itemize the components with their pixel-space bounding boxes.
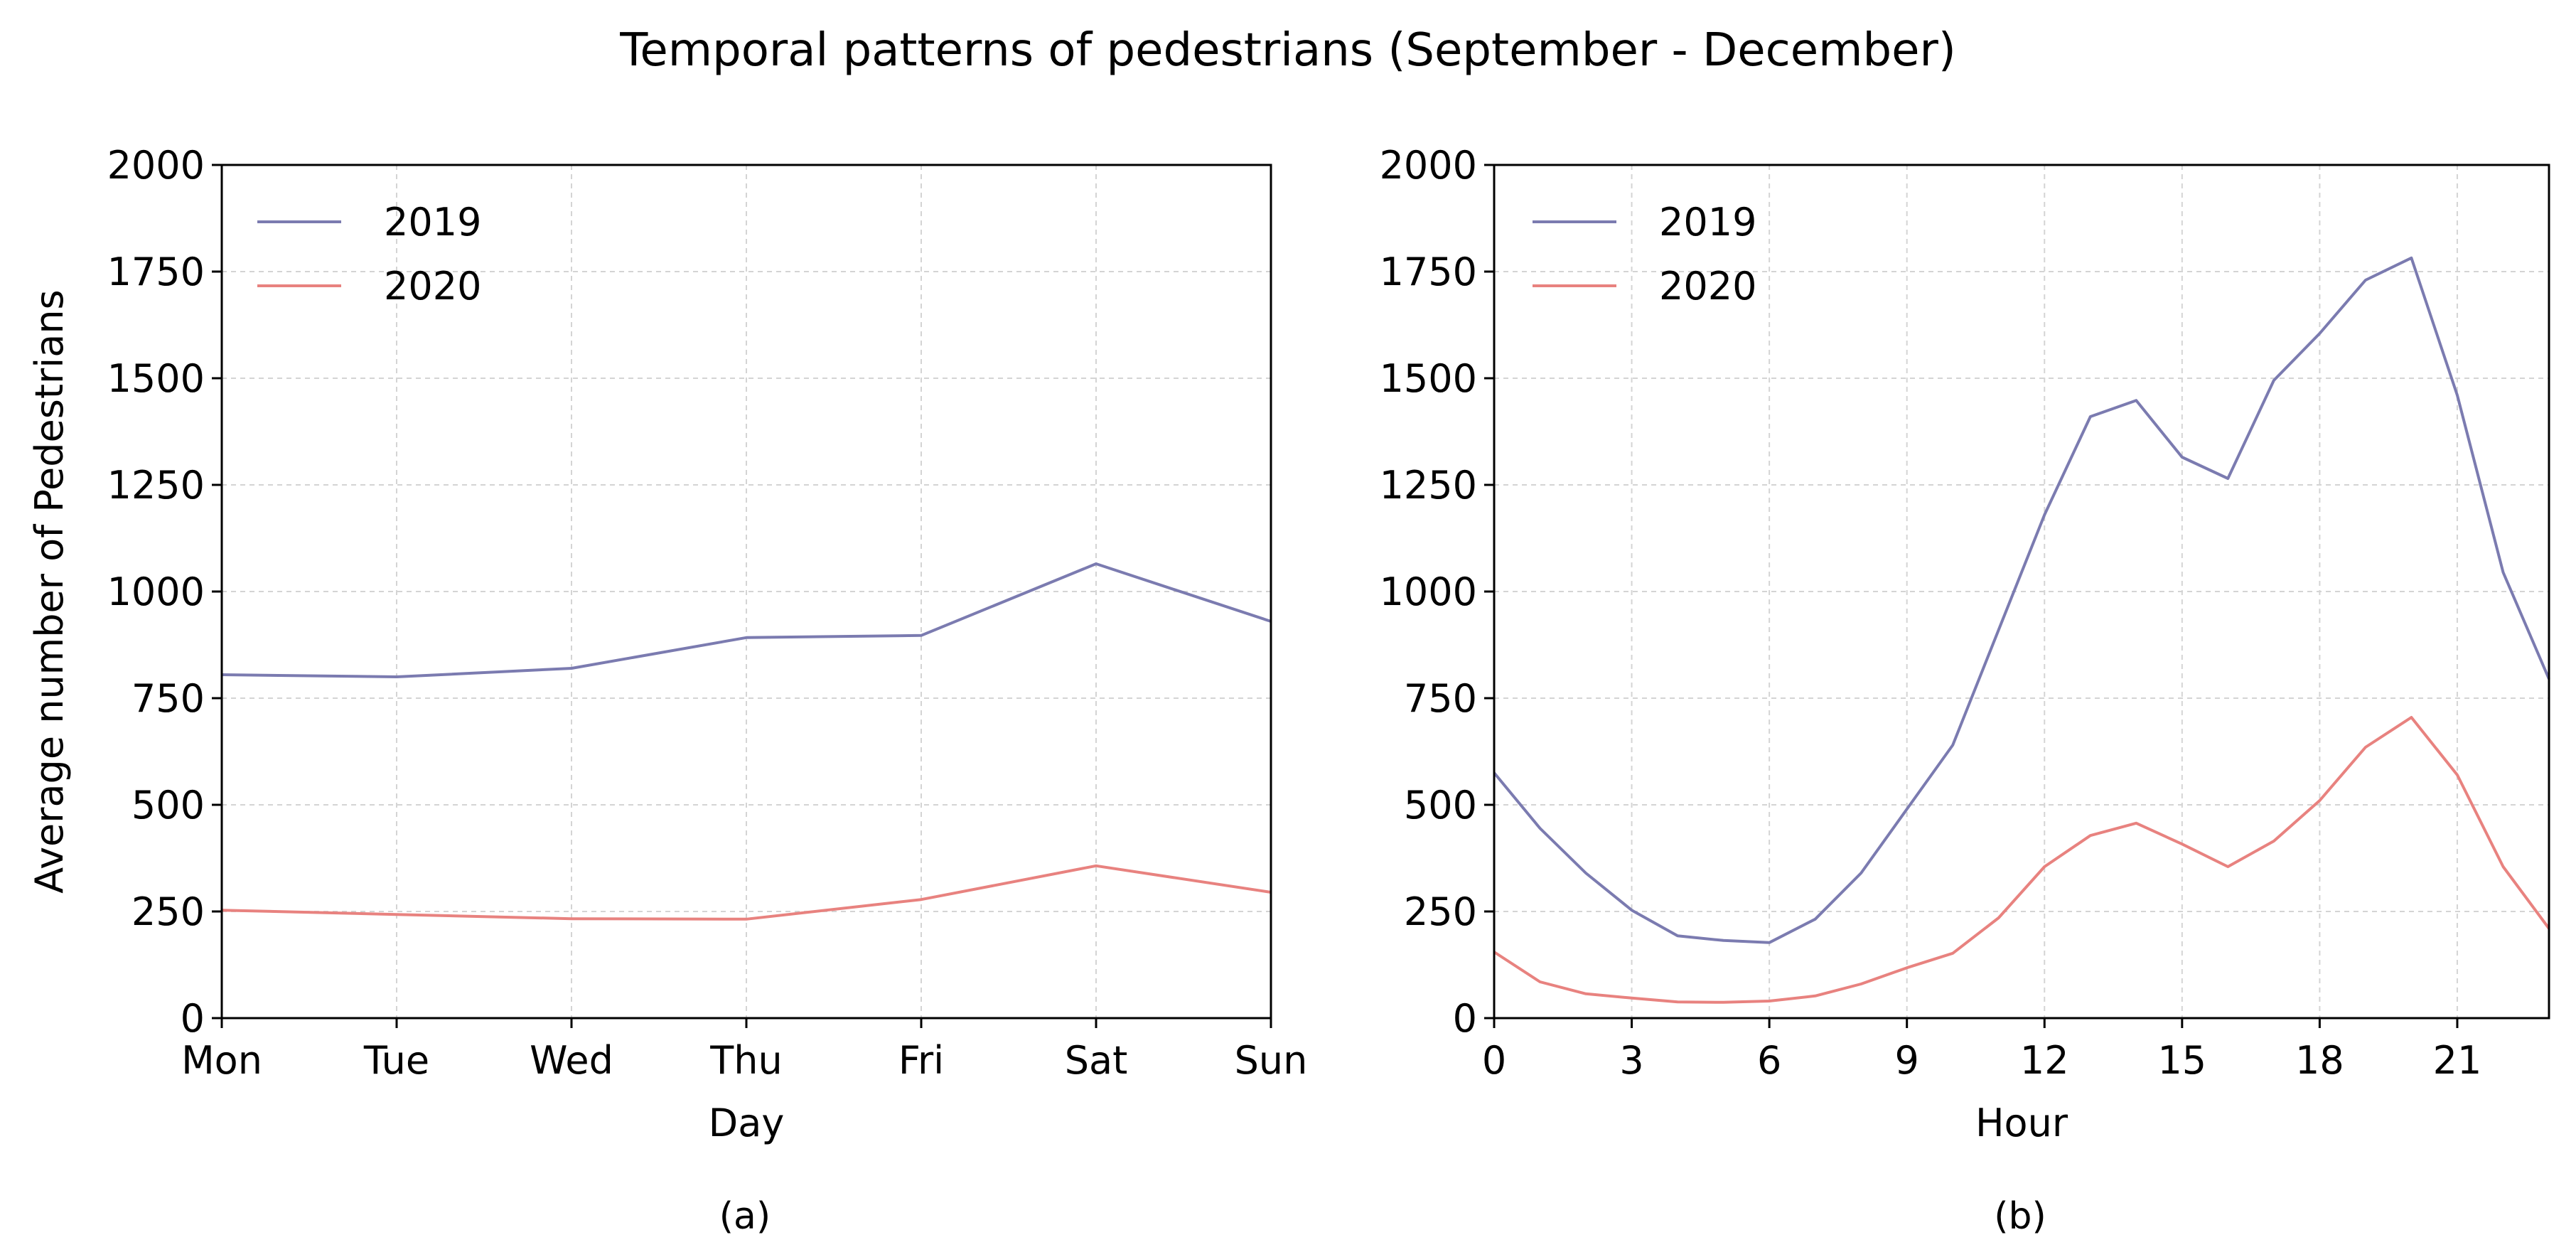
panel-a-legend: 2019 2020 <box>257 200 481 309</box>
panel-b-ytick-label-1750: 1750 <box>1380 250 1477 294</box>
panel-a-x-axis-label: Day <box>709 1101 785 1145</box>
panel-a-ytick-label-2000: 2000 <box>107 143 205 188</box>
panel-b-xtick-label-12: 12 <box>2020 1038 2069 1083</box>
panel-b-ytick-label-1500: 1500 <box>1380 356 1477 401</box>
panel-a-ytick-label-500: 500 <box>132 783 205 828</box>
panel-b-x-axis-label: Hour <box>1975 1101 2068 1145</box>
panel-b-ytick-label-0: 0 <box>1453 996 1477 1041</box>
panel-a-y-axis-label: Average number of Pedestrians <box>27 289 72 893</box>
panel-b-xtick-label-0: 0 <box>1482 1038 1506 1083</box>
panel-b-xtick-label-15: 15 <box>2157 1038 2206 1083</box>
panel-a-xtick-label-tue: Tue <box>363 1038 429 1083</box>
panel-a-xtick-label-thu: Thu <box>709 1038 782 1083</box>
panel-b-ytick-label-250: 250 <box>1404 889 1477 934</box>
panel-b-ytick-label-1250: 1250 <box>1380 463 1477 508</box>
panel-b-ytick-label-2000: 2000 <box>1380 143 1477 188</box>
panel-b-ticks: 0 250 500 750 1000 1250 1500 1750 2000 0 3 6 9 12 15 18… <box>1380 143 2482 1083</box>
panel-b-xtick-label-9: 9 <box>1895 1038 1919 1083</box>
figure-title: Temporal patterns of pedestrians (Septem… <box>619 24 1956 77</box>
panel-b-hour-chart: 0 250 500 750 1000 1250 1500 1750 2000 0 3 6 9 12 15 18… <box>1380 143 2550 1238</box>
panel-b-caption: (b) <box>1994 1195 2046 1238</box>
panel-a-ticks: 0 250 500 750 1000 1250 1500 1750 2000 Mon Tue Wed T… <box>107 143 1308 1083</box>
panel-b-series-line-2019 <box>1493 256 2550 944</box>
panel-a-series <box>221 562 1272 921</box>
panel-a-ytick-label-750: 750 <box>132 676 205 721</box>
panel-b-xtick-label-3: 3 <box>1619 1038 1643 1083</box>
panel-b-ytick-label-500: 500 <box>1404 783 1477 828</box>
panel-a-ytick-label-1500: 1500 <box>107 356 205 401</box>
panel-a-legend-label-2020: 2020 <box>384 264 481 309</box>
panel-a-grid <box>222 165 1271 1018</box>
panel-a-series-line-2020 <box>221 864 1272 921</box>
panel-b-xtick-label-6: 6 <box>1757 1038 1781 1083</box>
panel-a-xtick-label-mon: Mon <box>181 1038 262 1083</box>
panel-b-legend-label-2020: 2020 <box>1659 264 1756 309</box>
panel-b-xtick-label-18: 18 <box>2295 1038 2344 1083</box>
panel-a-ytick-label-1250: 1250 <box>107 463 205 508</box>
panel-a-caption: (a) <box>719 1195 771 1238</box>
panel-a-xtick-label-wed: Wed <box>530 1038 613 1083</box>
panel-a-day-chart: 0 250 500 750 1000 1250 1500 1750 2000 Mon Tue Wed T… <box>27 143 1307 1238</box>
panel-b-legend: 2019 2020 <box>1533 200 1756 309</box>
panel-b-grid <box>1494 165 2549 1018</box>
panel-b-series <box>1493 256 2550 1004</box>
panel-a-xtick-label-fri: Fri <box>898 1038 944 1083</box>
panel-a-xtick-label-sat: Sat <box>1065 1038 1128 1083</box>
panel-a-ytick-label-0: 0 <box>181 996 205 1041</box>
panel-b-ytick-label-1000: 1000 <box>1380 569 1477 614</box>
panel-b-xtick-label-21: 21 <box>2433 1038 2482 1083</box>
panel-a-xtick-label-sun: Sun <box>1235 1038 1308 1083</box>
panel-b-legend-label-2019: 2019 <box>1659 200 1756 245</box>
panel-b-ytick-label-750: 750 <box>1404 676 1477 721</box>
panel-a-series-line-2019 <box>221 562 1272 678</box>
panel-a-legend-label-2019: 2019 <box>384 200 481 245</box>
panel-a-ytick-label-1750: 1750 <box>107 250 205 294</box>
panel-b-series-line-2020 <box>1493 716 2550 1004</box>
panel-a-ytick-label-250: 250 <box>132 889 205 934</box>
panel-a-ytick-label-1000: 1000 <box>107 569 205 614</box>
